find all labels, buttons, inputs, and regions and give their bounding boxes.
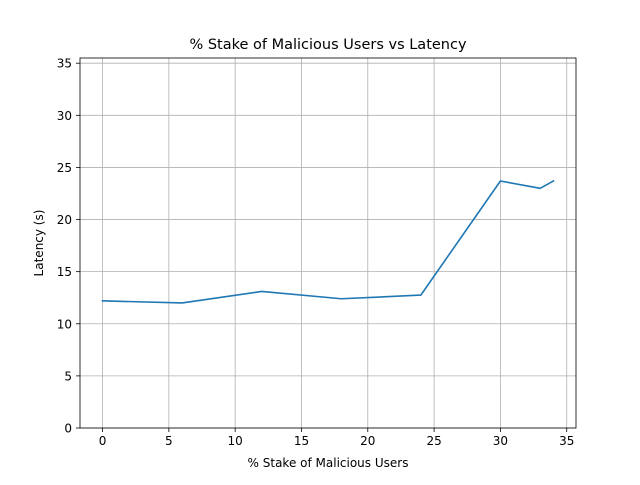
x-tick-label: 30 (493, 434, 508, 448)
y-axis-label: Latency (s) (32, 210, 46, 277)
x-tick-label: 15 (294, 434, 309, 448)
x-tick-label: 10 (228, 434, 243, 448)
ticks: 0 5 10 15 20 25 30 35 0 5 10 15 20 25 30 35 (57, 57, 575, 448)
x-tick-label: 5 (165, 434, 173, 448)
chart-title: % Stake of Malicious Users vs Latency (189, 37, 467, 53)
x-tick-label: 20 (360, 434, 375, 448)
x-tick-label: 35 (559, 434, 574, 448)
y-tick-label: 35 (57, 57, 72, 71)
x-tick-label: 0 (99, 434, 107, 448)
y-tick-label: 15 (57, 265, 72, 279)
y-tick-label: 20 (57, 213, 72, 227)
x-tick-label: 25 (426, 434, 441, 448)
y-tick-label: 25 (57, 161, 72, 175)
x-axis-label: % Stake of Malicious Users (248, 456, 409, 470)
y-tick-label: 10 (57, 317, 72, 331)
series-layer (101, 179, 555, 304)
y-tick-label: 30 (57, 109, 72, 123)
plot-frame (79, 57, 577, 429)
grid (80, 58, 576, 429)
y-tick-label: 5 (64, 369, 72, 383)
y-tick-label: 0 (64, 422, 72, 436)
series-line (101, 179, 555, 304)
